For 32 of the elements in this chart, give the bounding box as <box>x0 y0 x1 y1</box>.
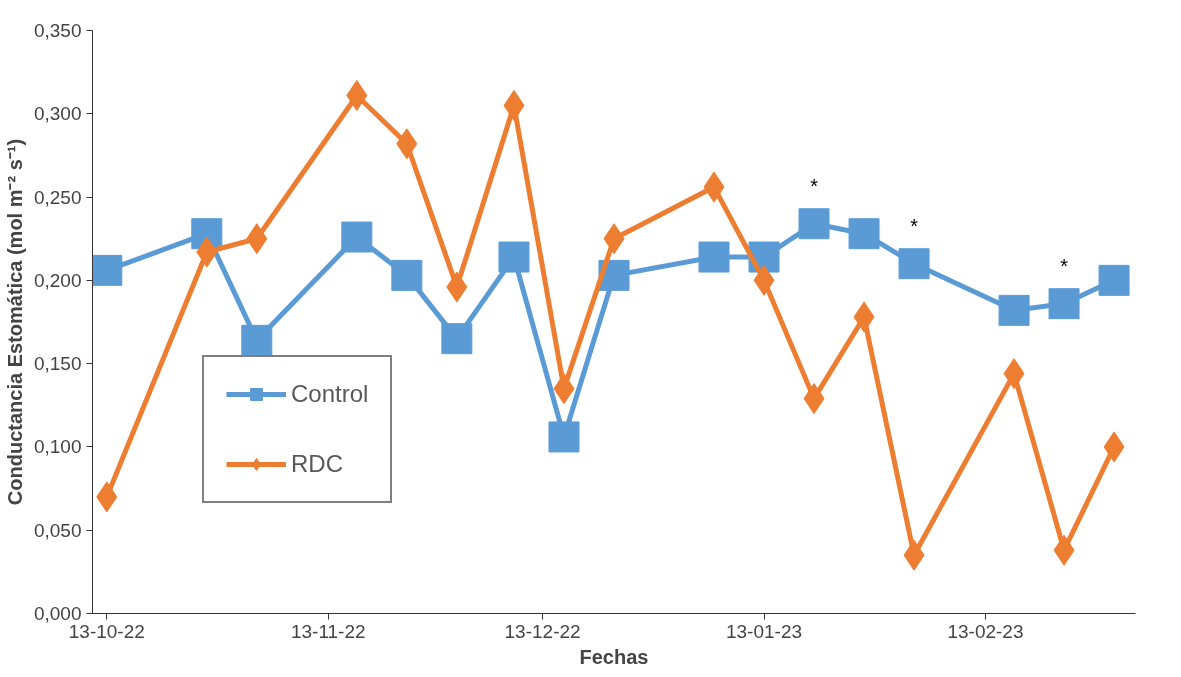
x-tick-label: 13-11-22 <box>290 620 366 642</box>
point <box>698 241 730 273</box>
point <box>998 294 1030 326</box>
y-axis-title: Conductancia Estomática (mol m⁻² s⁻¹) <box>3 138 26 506</box>
point <box>241 324 273 356</box>
point <box>441 323 473 355</box>
x-axis-title: Fechas <box>579 645 649 668</box>
y-tick-label: 0,050 <box>33 519 82 541</box>
annotation: * <box>910 214 919 237</box>
point <box>798 208 830 240</box>
point <box>848 218 880 250</box>
point <box>1098 264 1130 296</box>
legend-label: RDC <box>291 450 343 478</box>
point <box>498 241 530 273</box>
annotation: * <box>1060 254 1069 277</box>
annotation: * <box>810 174 819 197</box>
y-tick-label: 0,250 <box>33 186 82 208</box>
point <box>1048 288 1080 320</box>
x-tick-label: 13-02-23 <box>947 620 1024 642</box>
y-tick-label: 0,200 <box>33 269 82 291</box>
legend-label: Control <box>291 380 369 408</box>
x-tick-label: 13-12-22 <box>504 620 581 642</box>
y-tick-label: 0,150 <box>33 353 82 375</box>
point <box>341 221 373 253</box>
point <box>391 259 423 291</box>
x-tick-label: 13-01-23 <box>725 620 803 642</box>
point <box>898 248 930 280</box>
y-tick-label: 0,100 <box>33 436 82 458</box>
y-tick-label: 0,350 <box>33 20 82 41</box>
point <box>548 421 580 453</box>
y-tick-label: 0,300 <box>33 103 82 125</box>
point <box>92 254 123 286</box>
